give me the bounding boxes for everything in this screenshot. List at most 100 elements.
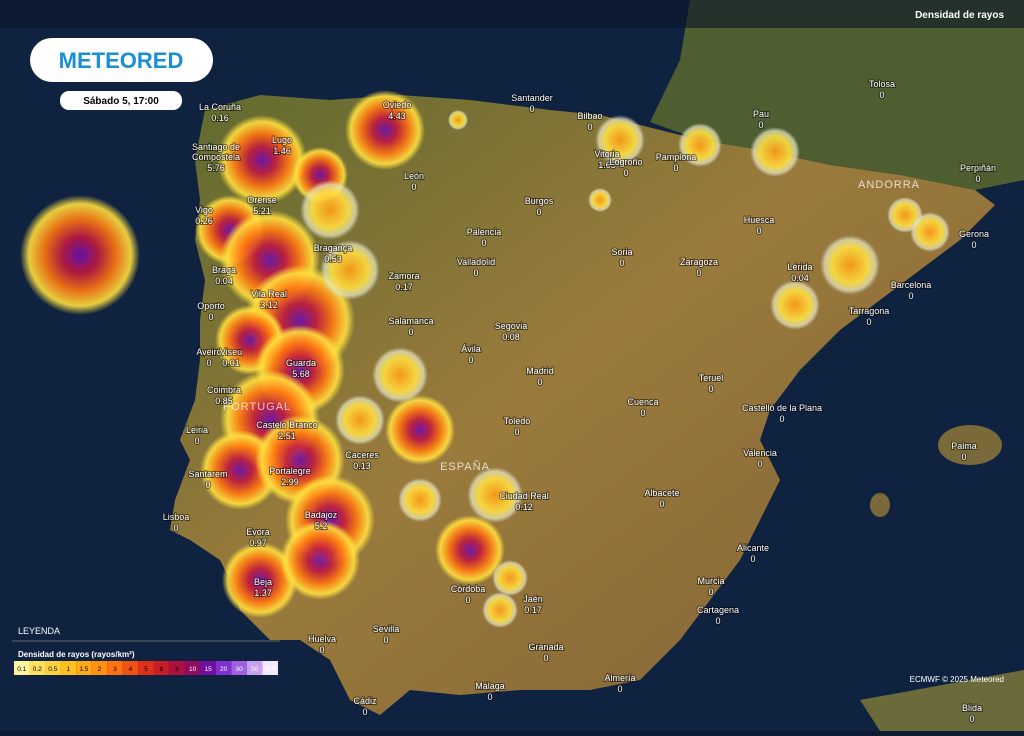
legend-swatch <box>122 661 139 675</box>
legend-step: 1.5 <box>79 666 88 673</box>
city-value: 0.01 <box>222 358 240 368</box>
city-value: 0 <box>975 174 980 184</box>
city-value: 0 <box>537 377 542 387</box>
legend-swatch <box>138 661 154 675</box>
city-value: 3.12 <box>260 300 278 310</box>
city-value: 0 <box>173 523 178 533</box>
city-value: 1.63 <box>598 160 616 170</box>
legend-step: 8 <box>175 666 179 673</box>
city-name: Beja <box>254 577 272 587</box>
city-name: Huesca <box>744 215 775 225</box>
legend-step: 3 <box>113 666 117 673</box>
storm-area <box>750 127 800 177</box>
city-name: Guarda <box>286 358 316 368</box>
city-value: 0 <box>715 616 720 626</box>
city-value: 0 <box>971 240 976 250</box>
city-value: 0 <box>319 645 324 655</box>
city-value: 0.12 <box>515 502 533 512</box>
city-name: Portalegre <box>269 466 311 476</box>
city-value: 0 <box>536 207 541 217</box>
city-name: Oviedo <box>383 100 412 110</box>
mallorca <box>938 425 1002 465</box>
city-value: 0 <box>696 268 701 278</box>
storm-area <box>448 110 468 130</box>
city-name: La Coruña <box>199 102 241 112</box>
storm-area <box>820 235 880 295</box>
city-name: Zamora <box>388 271 419 281</box>
city-name: Lisboa <box>163 512 190 522</box>
storm-area <box>398 478 442 522</box>
city-value: 0.17 <box>524 605 542 615</box>
city-value: 0 <box>408 327 413 337</box>
city-name: Lérida <box>787 262 812 272</box>
city-value: 2.51 <box>278 431 296 441</box>
city-value: 0 <box>411 182 416 192</box>
city-value: 0.97 <box>249 538 267 548</box>
city-name: Santiago de Compostela <box>192 142 240 162</box>
city-value: 0.13 <box>353 461 371 471</box>
city-name: Málaga <box>475 681 505 691</box>
city-value: 0 <box>708 587 713 597</box>
legend-step: 5 <box>144 666 148 673</box>
city-name: Santarem <box>188 469 227 479</box>
city-name: Albacete <box>644 488 679 498</box>
city-value: 0.08 <box>502 332 520 342</box>
city-value: 0 <box>659 499 664 509</box>
city-value: 0 <box>779 414 784 424</box>
city-value: 0 <box>473 268 478 278</box>
city-name: Tarragona <box>849 306 890 316</box>
city-value: 0 <box>468 355 473 365</box>
city-name: Oporto <box>197 301 225 311</box>
storm-area <box>770 280 820 330</box>
city-name: Pamplona <box>656 152 697 162</box>
city-value: 0 <box>205 480 210 490</box>
city-name: Cuenca <box>627 397 658 407</box>
city-name: Palencia <box>467 227 502 237</box>
city-value: 0.53 <box>324 254 342 264</box>
city-value: 0 <box>623 168 628 178</box>
credit: ECMWF © 2025 Meteored <box>910 675 1004 684</box>
legend-swatch <box>60 661 77 675</box>
city-name: Huelva <box>308 634 336 644</box>
logo: METEORED <box>59 48 184 73</box>
storm-area <box>300 180 360 240</box>
city-value: 5.21 <box>253 206 271 216</box>
city-value: 0 <box>619 258 624 268</box>
legend-step: 50 <box>251 666 259 673</box>
city-name: Badajoz <box>305 510 338 520</box>
city-value: 0 <box>529 104 534 114</box>
city-value: 4.43 <box>388 111 406 121</box>
city-value: 2.99 <box>281 477 299 487</box>
city-name: Soria <box>611 247 632 257</box>
city-value: 5.2 <box>315 521 328 531</box>
city-name: Murcia <box>697 576 724 586</box>
city-name: Cartagena <box>697 605 739 615</box>
legend-swatch <box>91 661 108 675</box>
city-value: 0 <box>465 595 470 605</box>
city-name: Caceres <box>345 450 379 460</box>
legend-step: 2 <box>98 666 102 673</box>
city-name: Cádiz <box>353 696 377 706</box>
city-name: Santander <box>511 93 553 103</box>
city-value: 0 <box>756 226 761 236</box>
city-value: 0 <box>514 427 519 437</box>
legend-swatch <box>29 661 46 675</box>
city-name: Logroño <box>609 157 642 167</box>
city-value: 0 <box>673 163 678 173</box>
city-value: 0 <box>758 120 763 130</box>
legend-swatch <box>169 661 185 675</box>
city-name: Gerona <box>959 229 989 239</box>
city-value: 0.26 <box>195 216 213 226</box>
region-label: ESPAÑA <box>440 460 490 473</box>
storm-area <box>482 592 518 628</box>
legend-swatch <box>246 661 263 675</box>
city-value: 0.16 <box>211 113 229 123</box>
legend-swatch <box>76 661 92 675</box>
legend-swatch <box>215 661 232 675</box>
city-name: Vigo <box>195 205 213 215</box>
storm-area <box>435 515 505 585</box>
ibiza <box>870 493 890 517</box>
city-value: 0.04 <box>215 276 233 286</box>
storm-area <box>910 212 950 252</box>
city-name: Evora <box>246 527 270 537</box>
